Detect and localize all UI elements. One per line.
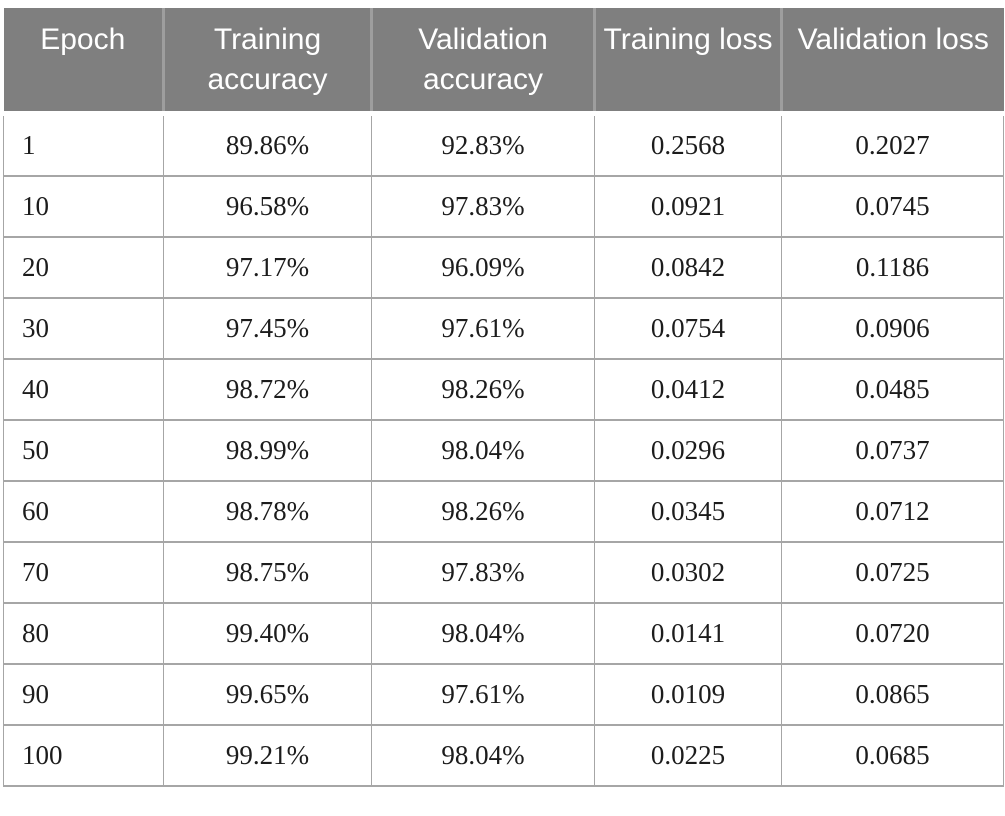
training-accuracy-cell: 99.65% <box>163 663 372 726</box>
table-row: 60 98.78% 98.26% 0.0345 0.0712 <box>3 480 1004 543</box>
validation-loss-cell: 0.2027 <box>781 112 1004 177</box>
column-header-training-accuracy: Training accuracy <box>162 8 372 116</box>
validation-accuracy-cell: 98.26% <box>371 358 595 421</box>
training-accuracy-cell: 97.17% <box>163 236 372 299</box>
table-row: 100 99.21% 98.04% 0.0225 0.0685 <box>3 724 1004 787</box>
column-header-validation-accuracy: Validation accuracy <box>370 8 595 116</box>
table-row: 80 99.40% 98.04% 0.0141 0.0720 <box>3 602 1004 665</box>
validation-loss-cell: 0.0685 <box>781 724 1004 787</box>
training-accuracy-cell: 98.78% <box>163 480 372 543</box>
table-row: 1 89.86% 92.83% 0.2568 0.2027 <box>3 112 1004 177</box>
table-row: 70 98.75% 97.83% 0.0302 0.0725 <box>3 541 1004 604</box>
validation-accuracy-cell: 97.83% <box>371 541 595 604</box>
epoch-cell: 40 <box>3 358 164 421</box>
training-accuracy-cell: 96.58% <box>163 175 372 238</box>
validation-accuracy-cell: 98.04% <box>371 602 595 665</box>
epoch-cell: 60 <box>3 480 164 543</box>
table-header: Epoch Training accuracy Validation accur… <box>3 8 1004 116</box>
validation-accuracy-cell: 98.26% <box>371 480 595 543</box>
metrics-table-wrapper: Epoch Training accuracy Validation accur… <box>3 8 1004 787</box>
table-row: 30 97.45% 97.61% 0.0754 0.0906 <box>3 297 1004 360</box>
training-metrics-table: Epoch Training accuracy Validation accur… <box>3 8 1004 787</box>
validation-accuracy-cell: 97.83% <box>371 175 595 238</box>
validation-loss-cell: 0.0720 <box>781 602 1004 665</box>
header-row: Epoch Training accuracy Validation accur… <box>3 8 1004 116</box>
training-loss-cell: 0.0296 <box>594 419 782 482</box>
training-loss-cell: 0.0225 <box>594 724 782 787</box>
table-row: 50 98.99% 98.04% 0.0296 0.0737 <box>3 419 1004 482</box>
epoch-cell: 90 <box>3 663 164 726</box>
epoch-cell: 10 <box>3 175 164 238</box>
validation-loss-cell: 0.0485 <box>781 358 1004 421</box>
validation-loss-cell: 0.1186 <box>781 236 1004 299</box>
training-loss-cell: 0.0109 <box>594 663 782 726</box>
training-accuracy-cell: 97.45% <box>163 297 372 360</box>
training-accuracy-cell: 98.75% <box>163 541 372 604</box>
epoch-cell: 30 <box>3 297 164 360</box>
training-accuracy-cell: 98.99% <box>163 419 372 482</box>
validation-accuracy-cell: 97.61% <box>371 297 595 360</box>
column-header-training-loss: Training loss <box>593 8 782 116</box>
training-loss-cell: 0.0842 <box>594 236 782 299</box>
validation-loss-cell: 0.0865 <box>781 663 1004 726</box>
validation-accuracy-cell: 98.04% <box>371 724 595 787</box>
table-row: 20 97.17% 96.09% 0.0842 0.1186 <box>3 236 1004 299</box>
epoch-cell: 100 <box>3 724 164 787</box>
validation-accuracy-cell: 98.04% <box>371 419 595 482</box>
column-header-validation-loss: Validation loss <box>780 8 1004 116</box>
table-body: 1 89.86% 92.83% 0.2568 0.2027 10 96.58% … <box>3 112 1004 787</box>
training-loss-cell: 0.2568 <box>594 112 782 177</box>
validation-accuracy-cell: 96.09% <box>371 236 595 299</box>
training-loss-cell: 0.0345 <box>594 480 782 543</box>
column-header-epoch: Epoch <box>3 8 164 116</box>
table-row: 10 96.58% 97.83% 0.0921 0.0745 <box>3 175 1004 238</box>
validation-loss-cell: 0.0745 <box>781 175 1004 238</box>
validation-loss-cell: 0.0712 <box>781 480 1004 543</box>
epoch-cell: 50 <box>3 419 164 482</box>
training-accuracy-cell: 98.72% <box>163 358 372 421</box>
training-accuracy-cell: 89.86% <box>163 112 372 177</box>
training-loss-cell: 0.0141 <box>594 602 782 665</box>
epoch-cell: 70 <box>3 541 164 604</box>
table-row: 90 99.65% 97.61% 0.0109 0.0865 <box>3 663 1004 726</box>
validation-accuracy-cell: 97.61% <box>371 663 595 726</box>
training-loss-cell: 0.0302 <box>594 541 782 604</box>
validation-loss-cell: 0.0906 <box>781 297 1004 360</box>
training-loss-cell: 0.0754 <box>594 297 782 360</box>
validation-loss-cell: 0.0725 <box>781 541 1004 604</box>
epoch-cell: 20 <box>3 236 164 299</box>
validation-accuracy-cell: 92.83% <box>371 112 595 177</box>
epoch-cell: 80 <box>3 602 164 665</box>
training-loss-cell: 0.0412 <box>594 358 782 421</box>
training-loss-cell: 0.0921 <box>594 175 782 238</box>
training-accuracy-cell: 99.21% <box>163 724 372 787</box>
epoch-cell: 1 <box>3 112 164 177</box>
table-row: 40 98.72% 98.26% 0.0412 0.0485 <box>3 358 1004 421</box>
validation-loss-cell: 0.0737 <box>781 419 1004 482</box>
training-accuracy-cell: 99.40% <box>163 602 372 665</box>
